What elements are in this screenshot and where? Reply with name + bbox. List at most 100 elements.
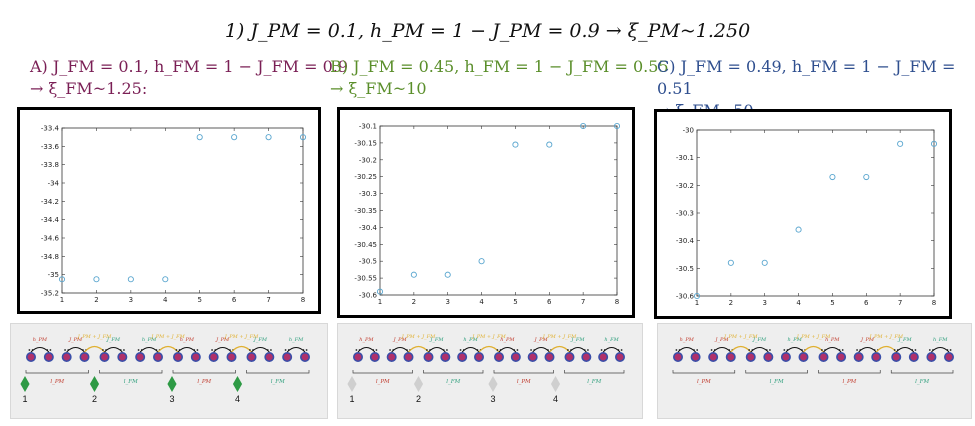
site-dot [123, 349, 125, 351]
data-point [795, 226, 802, 233]
boundary-number: 1 [22, 394, 27, 404]
field-label: h_PM [359, 337, 374, 343]
bridge-label: J_PM + J_FM [150, 334, 185, 340]
boundary-marker-icon [488, 375, 498, 393]
lattice-site [708, 351, 719, 362]
y-tick-label: -34.4 [41, 216, 60, 224]
field-label: h_PM [825, 337, 840, 343]
site-dot [249, 349, 251, 351]
data-point [231, 134, 238, 141]
y-tick-label: -30.45 [354, 241, 377, 249]
coupling-label: J_PM [860, 337, 875, 343]
boundary-number: 4 [235, 394, 240, 404]
bond-arc [104, 347, 123, 353]
group-bracket [99, 370, 163, 374]
site-dot [600, 349, 603, 351]
data-point [127, 276, 134, 283]
site-dot [769, 349, 771, 351]
coupling-label: J_PM [393, 337, 408, 343]
site-dot [446, 349, 448, 351]
field-label: J_FM [897, 337, 912, 343]
caption-c-line1: C) J_FM = 0.49, h_FM = 1 − J_FM = 0.51 [657, 57, 956, 98]
x-tick-label: 2 [729, 299, 733, 307]
site-dot [530, 349, 532, 351]
x-tick-label: 7 [581, 298, 585, 306]
x-tick-label: 8 [615, 298, 619, 306]
y-tick-label: -30.2 [676, 182, 694, 190]
x-tick-label: 7 [266, 296, 270, 304]
y-tick-label: -30.3 [359, 190, 377, 198]
lattice-site [173, 351, 184, 362]
bridge-label: J_PM + J_FM [471, 334, 506, 340]
lattice-site [725, 351, 736, 362]
bridge-label: J_PM + J_FM [869, 334, 904, 340]
x-tick-label: 1 [695, 299, 699, 307]
lattice-site [99, 351, 110, 362]
site-dot [587, 349, 589, 351]
group-length-label: l_PM [50, 379, 64, 385]
coupling-label: J_PM [534, 337, 549, 343]
data-point [546, 141, 553, 148]
data-point [265, 134, 272, 141]
field-label: J_FM [752, 337, 767, 343]
lattice-site [26, 351, 36, 362]
group-bracket [172, 370, 236, 374]
y-tick-label: -33.8 [41, 161, 59, 169]
data-point [93, 276, 100, 283]
bridge-arc [157, 345, 179, 353]
data-point [930, 140, 938, 147]
lattice-site [908, 351, 919, 362]
data-point [376, 288, 384, 295]
boundary-marker-icon [20, 375, 30, 393]
lattice-site [440, 351, 451, 362]
bond-arc [498, 347, 517, 353]
site-dot [748, 349, 751, 351]
group-length-label: l_PM [197, 379, 211, 385]
coupling-label: J_PM [215, 337, 230, 343]
bond-arc [66, 347, 85, 353]
y-tick-label: -30.5 [676, 265, 694, 273]
bond-arc [461, 347, 480, 353]
site-dot [49, 349, 52, 351]
data-point [613, 122, 621, 130]
site-dot [270, 349, 272, 351]
site-dot [196, 349, 199, 351]
x-tick-label: 8 [932, 299, 936, 307]
site-dot [102, 349, 104, 351]
chart-panel-c: 1 2 3 4 5 6 7 8 -30 -30.1 -30.2 -30.3 -30.4 -30.5 -30.… [654, 109, 952, 319]
y-tick-label: -30.4 [676, 237, 695, 245]
caption-b-line1: B) J_FM = 0.45, h_FM = 1 − J_FM = 0.55 [330, 57, 669, 76]
site-dot [426, 349, 428, 351]
site-dot [389, 349, 391, 351]
x-tick-label: 3 [762, 299, 766, 307]
site-dot [496, 349, 499, 351]
lattice-site [299, 351, 310, 362]
bond-arc [213, 347, 232, 353]
lattice-site [117, 351, 128, 362]
lattice-site [745, 351, 756, 362]
y-tick-label: -30.1 [676, 154, 694, 162]
y-tick-label: -35 [48, 271, 59, 279]
x-tick-label: 4 [796, 299, 801, 307]
coupling-label: h_FM [289, 337, 304, 343]
lattice-site [369, 351, 380, 362]
plot-area [379, 125, 618, 296]
chart-panel-a: 1 2 3 4 5 6 7 8 -33.4 -33.6 -33.8 -34 -34.2 -34.4 -34.… [17, 107, 321, 314]
lattice-site [527, 351, 538, 362]
site-dot [914, 349, 917, 351]
x-tick-label: 1 [378, 298, 382, 306]
site-dot [355, 349, 358, 351]
lattice-site [891, 351, 902, 362]
site-dot [375, 349, 378, 351]
lattice-site [474, 351, 485, 362]
group-bracket [564, 370, 625, 374]
lattice-site [564, 351, 575, 362]
bridge-arc [875, 345, 897, 353]
y-tick-label: -30.3 [676, 210, 694, 218]
y-tick-label: -34.2 [41, 198, 59, 206]
y-tick-label: -33.4 [41, 125, 60, 133]
chain-diagram-b: h_PM J_PM l_PM J_PM + J_FM J_FM h_FM l_FM J_PM … [337, 323, 643, 419]
data-point [580, 122, 587, 130]
lattice-site [690, 351, 701, 362]
bond-arc [931, 347, 950, 353]
